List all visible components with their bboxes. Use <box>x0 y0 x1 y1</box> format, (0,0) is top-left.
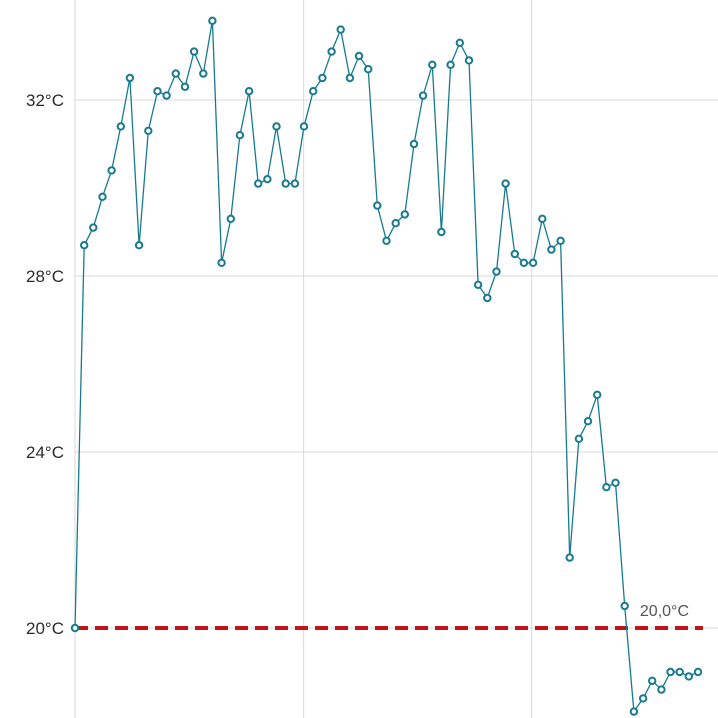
data-point <box>693 667 703 677</box>
data-point <box>593 390 602 399</box>
data-point <box>162 91 171 100</box>
reference-line-label: 20,0°C <box>640 603 689 620</box>
data-point <box>309 87 318 96</box>
data-point <box>538 214 547 224</box>
data-point <box>299 122 309 131</box>
data-point <box>226 214 236 224</box>
data-point <box>235 131 245 140</box>
series-points <box>70 16 703 716</box>
data-point <box>281 179 290 188</box>
data-point <box>373 201 382 210</box>
vertical-gridlines <box>74 0 533 718</box>
data-point <box>189 47 199 56</box>
data-point <box>428 60 437 70</box>
data-point <box>583 417 593 426</box>
data-point <box>629 707 639 716</box>
data-point <box>437 227 446 237</box>
data-point <box>217 258 226 267</box>
data-point <box>666 667 675 677</box>
data-point <box>254 179 263 188</box>
data-point <box>263 175 272 184</box>
data-point <box>272 122 281 131</box>
data-point <box>528 258 538 267</box>
data-point <box>510 249 519 259</box>
data-point <box>391 219 400 228</box>
data-point <box>144 126 153 136</box>
data-point <box>382 236 391 246</box>
data-point <box>400 210 409 219</box>
y-axis-tick-labels: 20°C 24°C 28°C 32°C <box>26 91 64 638</box>
data-point <box>116 122 126 131</box>
data-point <box>70 623 80 633</box>
data-point <box>354 51 364 61</box>
data-point <box>602 483 611 492</box>
data-point <box>98 192 107 202</box>
data-point <box>336 25 345 34</box>
data-point <box>620 601 629 611</box>
data-point <box>565 553 574 562</box>
data-point <box>89 223 98 232</box>
series-line <box>74 20 699 714</box>
data-point <box>483 293 492 303</box>
data-point <box>473 280 483 289</box>
data-point <box>199 69 208 78</box>
data-point <box>657 685 666 694</box>
y-tick-label: 20°C <box>26 619 64 638</box>
data-point <box>464 56 474 65</box>
data-point <box>418 91 428 100</box>
data-point <box>611 478 620 487</box>
data-point <box>648 676 657 685</box>
data-point <box>134 241 144 250</box>
data-point <box>327 47 336 56</box>
data-point <box>501 179 510 188</box>
data-point <box>345 73 355 83</box>
horizontal-gridlines <box>75 99 718 629</box>
data-point <box>180 82 190 92</box>
data-point <box>455 38 464 47</box>
data-point <box>80 241 89 250</box>
y-tick-label: 32°C <box>26 91 64 110</box>
data-point <box>153 87 162 96</box>
data-point <box>547 245 556 254</box>
data-point <box>318 73 327 83</box>
data-point <box>684 672 693 681</box>
data-point <box>519 258 529 267</box>
data-point <box>171 69 181 78</box>
data-point <box>208 16 217 25</box>
data-point <box>638 694 648 703</box>
data-point <box>364 65 373 74</box>
data-point <box>492 267 501 276</box>
data-point <box>556 236 565 246</box>
reference-line-group: 20,0°C <box>75 603 703 630</box>
data-point <box>675 667 684 677</box>
data-point <box>125 73 135 83</box>
data-point <box>409 139 419 149</box>
data-point <box>290 179 300 188</box>
y-tick-label: 24°C <box>26 443 64 462</box>
data-point <box>574 434 584 443</box>
y-tick-label: 28°C <box>26 267 64 286</box>
data-point <box>244 87 254 96</box>
data-point <box>107 166 116 175</box>
data-point <box>446 60 455 70</box>
